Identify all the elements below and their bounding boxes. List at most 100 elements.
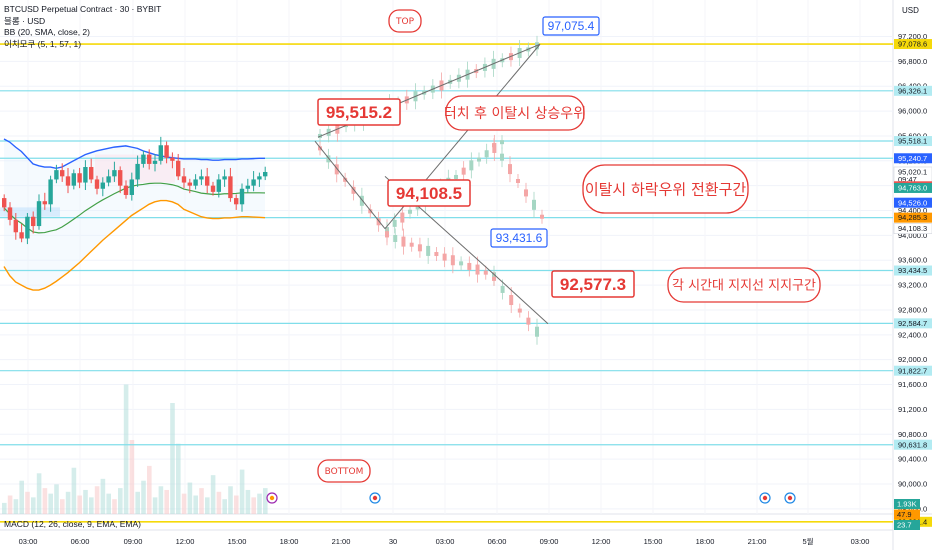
volume-bar bbox=[71, 467, 77, 514]
ghost-body bbox=[442, 253, 447, 261]
candle-body bbox=[54, 170, 59, 180]
candle-body bbox=[106, 176, 111, 183]
volume-bar bbox=[100, 478, 106, 514]
volume-bar bbox=[141, 480, 146, 514]
candle-body bbox=[152, 160, 158, 164]
volume-bar bbox=[158, 486, 164, 514]
macd-badge bbox=[894, 499, 920, 509]
label-97075: 97,075.4 bbox=[548, 19, 595, 33]
ghost-body bbox=[359, 195, 364, 206]
ghost-body bbox=[326, 155, 331, 163]
candle-body bbox=[112, 170, 117, 177]
macd-badge-text: 23.7 bbox=[897, 521, 912, 530]
volume-bar bbox=[170, 403, 175, 514]
y-tick-label: 94,400.0 bbox=[898, 206, 927, 215]
candle-body bbox=[234, 198, 239, 205]
legend-bb[interactable]: BB (20, SMA, close, 2) bbox=[4, 27, 90, 37]
volume-bar bbox=[65, 491, 71, 514]
volume-bar bbox=[216, 491, 222, 514]
ghost-body bbox=[393, 234, 398, 242]
ghost-body bbox=[532, 199, 536, 210]
bb-basis bbox=[3, 182, 266, 234]
volume-bar bbox=[228, 486, 233, 514]
volume-bar bbox=[48, 493, 53, 514]
volume-bar bbox=[199, 488, 204, 514]
price-badge-text: 90,631.8 bbox=[898, 440, 927, 449]
price-badge bbox=[894, 85, 932, 96]
volume-bar bbox=[181, 493, 187, 514]
y-tick-label: 97,200.0 bbox=[898, 32, 927, 41]
candle-body bbox=[60, 170, 65, 177]
volume-bar bbox=[135, 491, 140, 514]
projection-segment bbox=[314, 140, 386, 229]
ghost-body bbox=[318, 146, 322, 151]
candle-body bbox=[187, 182, 192, 186]
y-tick-label: 94,000.0 bbox=[898, 231, 927, 240]
ghost-body bbox=[509, 295, 514, 306]
ghost-body bbox=[524, 189, 528, 197]
ghost-body bbox=[450, 255, 455, 266]
volume-bar bbox=[60, 499, 65, 514]
legend-ichimoku[interactable]: 이치모쿠 (5, 1, 57, 1) bbox=[4, 38, 82, 49]
x-tick-label: 15:00 bbox=[228, 537, 247, 546]
ghost-body bbox=[461, 167, 466, 175]
ghost-body bbox=[400, 212, 405, 223]
ghost-body bbox=[368, 209, 373, 214]
callout-breakdown-bubble bbox=[582, 164, 749, 214]
candle-body bbox=[263, 171, 268, 177]
volume-bar bbox=[245, 489, 251, 514]
candle-body bbox=[141, 154, 146, 164]
price-badge-text: 94,763.0 bbox=[898, 184, 927, 193]
candle-body bbox=[83, 167, 88, 183]
volume-bar bbox=[205, 497, 210, 514]
x-tick-label: 18:00 bbox=[696, 537, 715, 546]
ghost-body bbox=[516, 178, 520, 183]
candle-body bbox=[164, 145, 169, 158]
callout-top-bubble bbox=[388, 9, 422, 33]
candle-body bbox=[170, 157, 175, 161]
ghost-body bbox=[459, 261, 464, 266]
volume-bar bbox=[239, 469, 245, 514]
candle-body bbox=[123, 185, 129, 195]
y-tick-label: 92,800.0 bbox=[898, 305, 927, 314]
y-tick-label: 95,600.0 bbox=[898, 131, 927, 140]
x-tick-label: 21:00 bbox=[332, 537, 351, 546]
ghost-body bbox=[385, 233, 389, 238]
macd-legend[interactable]: MACD (12, 26, close, 9, EMA, EMA) bbox=[4, 519, 141, 529]
candle-body bbox=[13, 219, 18, 233]
candle-body bbox=[176, 160, 181, 177]
ghost-body bbox=[409, 242, 414, 247]
volume-bar bbox=[89, 497, 94, 514]
ghost-body bbox=[334, 164, 339, 175]
y-tick-label: 93,200.0 bbox=[898, 281, 927, 290]
price-badge bbox=[893, 223, 932, 234]
x-tick-label: 09:00 bbox=[540, 537, 559, 546]
volume-bar bbox=[222, 499, 227, 514]
volume-bar bbox=[129, 440, 135, 514]
price-badge bbox=[894, 136, 932, 147]
ghost-body bbox=[469, 160, 474, 171]
price-badge bbox=[894, 265, 932, 276]
ghost-body bbox=[417, 244, 422, 252]
y-tick-label: 92,000.0 bbox=[898, 355, 927, 364]
y-tick-label: 91,600.0 bbox=[898, 380, 927, 389]
callout-top: TOP bbox=[395, 17, 415, 27]
projection-segment bbox=[489, 270, 549, 325]
event-icon-dot bbox=[762, 495, 768, 501]
legend-line-2: 블롬 · USD bbox=[4, 15, 46, 26]
symbol-title[interactable]: BTCUSD Perpetual Contract · 30 · BYBIT bbox=[4, 4, 162, 14]
ghost-body bbox=[492, 276, 496, 281]
volume-bar bbox=[42, 488, 48, 514]
candle-body bbox=[251, 179, 256, 186]
label-94108: 94,108.5 bbox=[396, 184, 462, 203]
label-94108-box bbox=[387, 179, 471, 207]
ghost-body bbox=[376, 218, 381, 226]
price-badge-text: 95,020.1 bbox=[898, 168, 927, 177]
price-badge-text: 92,584.7 bbox=[898, 319, 927, 328]
price-badge-text: 91,822.7 bbox=[898, 366, 927, 375]
candle-body bbox=[94, 179, 100, 189]
x-tick-label: 03:00 bbox=[19, 537, 38, 546]
volume-bar bbox=[164, 489, 169, 514]
macd-badge bbox=[894, 520, 920, 530]
